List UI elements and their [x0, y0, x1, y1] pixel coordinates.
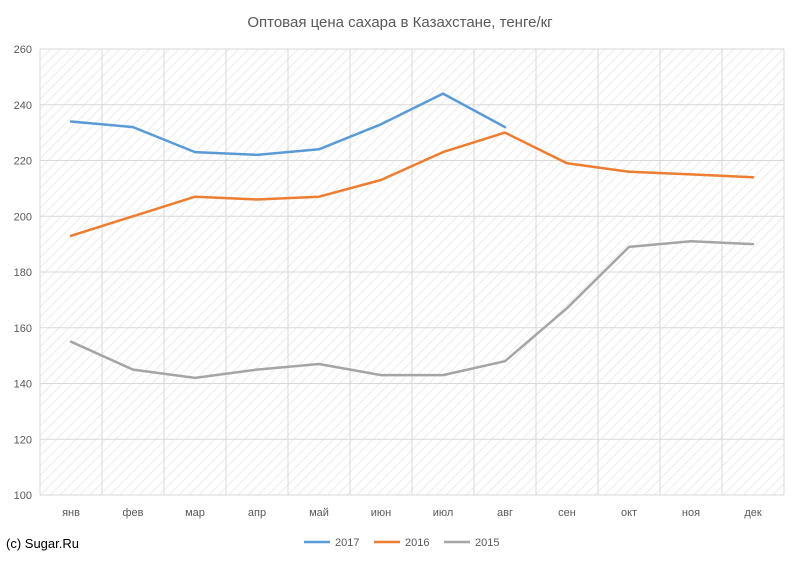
legend-label-2016: 2016: [405, 537, 429, 549]
y-tick-label: 100: [14, 490, 32, 502]
x-tick-label: мар: [185, 507, 205, 519]
x-tick-label: фев: [122, 507, 143, 519]
chart-title: Оптовая цена сахара в Казахстане, тенге/…: [247, 14, 553, 31]
y-tick-label: 220: [14, 156, 32, 168]
y-tick-label: 140: [14, 379, 32, 391]
y-tick-label: 240: [14, 100, 32, 112]
x-tick-label: авг: [497, 507, 513, 519]
x-tick-label: окт: [621, 507, 637, 519]
y-tick-label: 260: [14, 44, 32, 56]
legend-label-2015: 2015: [475, 537, 499, 549]
x-tick-label: янв: [62, 507, 80, 519]
legend-label-2017: 2017: [335, 537, 359, 549]
x-tick-label: дек: [744, 507, 762, 519]
x-tick-label: июл: [433, 507, 454, 519]
x-tick-label: май: [309, 507, 329, 519]
series-line-2015: [69, 240, 755, 380]
copyright-text: (c) Sugar.Ru: [6, 536, 79, 551]
x-tick-label: ноя: [682, 507, 700, 519]
x-tick-label: сен: [558, 507, 576, 519]
series-line-2017: [69, 92, 507, 157]
series-line-2016: [69, 131, 755, 238]
y-tick-label: 200: [14, 211, 32, 223]
y-tick-label: 180: [14, 267, 32, 279]
y-tick-label: 120: [14, 434, 32, 446]
x-tick-label: апр: [248, 507, 266, 519]
y-tick-label: 160: [14, 323, 32, 335]
x-tick-label: июн: [371, 507, 391, 519]
